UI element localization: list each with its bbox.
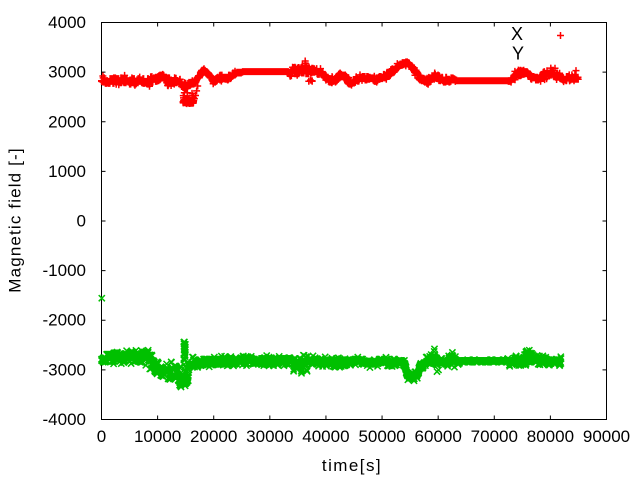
svg-text:30000: 30000 [246,427,293,446]
svg-text:70000: 70000 [471,427,518,446]
svg-text:X: X [511,24,523,44]
svg-text:0: 0 [77,212,86,231]
svg-text:0: 0 [97,427,106,446]
svg-text:-3000: -3000 [43,360,86,379]
svg-text:10000: 10000 [134,427,181,446]
svg-text:80000: 80000 [527,427,574,446]
svg-text:1000: 1000 [48,162,86,181]
svg-text:50000: 50000 [358,427,405,446]
svg-text:3000: 3000 [48,63,86,82]
svg-text:-2000: -2000 [43,311,86,330]
svg-text:Y: Y [512,44,524,64]
svg-text:20000: 20000 [190,427,237,446]
svg-text:Magnetic field [-]: Magnetic field [-] [6,147,25,292]
svg-text:90000: 90000 [583,427,630,446]
svg-text:-4000: -4000 [43,410,86,429]
svg-text:-1000: -1000 [43,261,86,280]
svg-text:time[s]: time[s] [322,456,382,475]
svg-text:2000: 2000 [48,112,86,131]
svg-text:60000: 60000 [415,427,462,446]
svg-text:40000: 40000 [302,427,349,446]
svg-text:4000: 4000 [48,13,86,32]
